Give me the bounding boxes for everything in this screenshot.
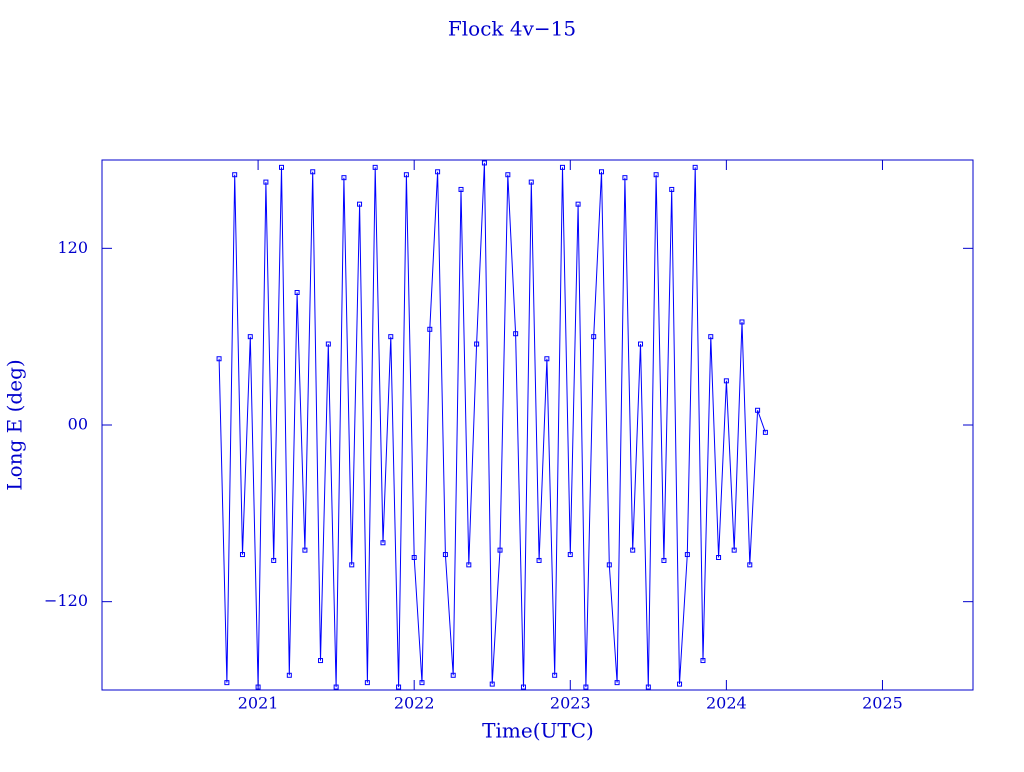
data-point bbox=[731, 547, 737, 553]
data-point bbox=[497, 547, 503, 553]
y-tick-label: 120 bbox=[57, 238, 88, 257]
data-point bbox=[762, 429, 768, 435]
data-point bbox=[684, 552, 690, 558]
data-point bbox=[700, 658, 706, 664]
x-tick-label: 2025 bbox=[862, 694, 903, 713]
y-tick-label: −120 bbox=[44, 591, 88, 610]
data-point bbox=[302, 547, 308, 553]
data-point bbox=[591, 334, 597, 340]
data-point bbox=[645, 684, 651, 690]
chart-title: Flock 4v−15 bbox=[448, 17, 576, 41]
data-point bbox=[622, 175, 628, 181]
data-point bbox=[396, 684, 402, 690]
data-point bbox=[606, 562, 612, 568]
data-point bbox=[450, 672, 456, 678]
data-point bbox=[458, 186, 464, 192]
data-point bbox=[232, 172, 238, 178]
data-point bbox=[388, 334, 394, 340]
data-point bbox=[364, 680, 370, 686]
data-point bbox=[677, 681, 683, 687]
data-point bbox=[427, 326, 433, 332]
x-tick-label: 2021 bbox=[238, 694, 279, 713]
data-line bbox=[218, 162, 766, 688]
data-point bbox=[638, 341, 644, 347]
data-point bbox=[520, 684, 526, 690]
x-tick-label: 2023 bbox=[550, 694, 591, 713]
data-point bbox=[536, 557, 542, 563]
data-point bbox=[505, 172, 511, 178]
x-tick-label: 2024 bbox=[706, 694, 747, 713]
plot-frame bbox=[101, 159, 974, 691]
data-point bbox=[216, 356, 222, 362]
data-point bbox=[318, 658, 324, 664]
data-point bbox=[286, 672, 292, 678]
data-point bbox=[224, 680, 230, 686]
data-point bbox=[747, 562, 753, 568]
data-point bbox=[630, 547, 636, 553]
data-point bbox=[716, 555, 722, 560]
data-point bbox=[310, 169, 316, 175]
data-point bbox=[442, 552, 448, 558]
x-tick-label: 2022 bbox=[394, 694, 435, 713]
data-point bbox=[325, 341, 331, 347]
data-point bbox=[489, 681, 495, 687]
data-point bbox=[333, 684, 339, 690]
x-axis-label: Time(UTC) bbox=[482, 719, 594, 743]
data-point bbox=[279, 164, 285, 170]
data-point bbox=[723, 378, 729, 384]
data-point bbox=[263, 179, 269, 185]
data-point bbox=[271, 557, 277, 563]
data-point bbox=[411, 555, 417, 560]
data-point bbox=[755, 407, 761, 413]
data-point bbox=[552, 672, 558, 678]
data-point bbox=[419, 680, 425, 686]
data-point bbox=[435, 169, 441, 175]
data-point bbox=[349, 562, 355, 568]
data-point bbox=[528, 179, 534, 185]
data-point bbox=[544, 356, 550, 362]
data-point bbox=[357, 201, 363, 207]
data-point bbox=[614, 680, 620, 686]
data-point bbox=[653, 172, 659, 178]
data-point bbox=[567, 552, 573, 558]
data-point bbox=[575, 201, 581, 207]
data-point bbox=[583, 684, 589, 690]
data-point bbox=[598, 169, 604, 175]
data-point bbox=[559, 164, 565, 170]
data-point bbox=[481, 160, 487, 166]
data-point bbox=[466, 562, 472, 568]
data-point bbox=[372, 164, 378, 170]
data-point bbox=[661, 557, 667, 563]
data-point bbox=[669, 186, 675, 192]
data-point bbox=[239, 552, 245, 558]
data-point bbox=[380, 540, 386, 546]
data-point bbox=[403, 172, 409, 178]
data-point bbox=[513, 331, 519, 337]
y-axis-label: Long E (deg) bbox=[3, 359, 27, 490]
data-point bbox=[739, 319, 745, 325]
data-point bbox=[294, 290, 300, 295]
data-point bbox=[692, 164, 698, 170]
data-point bbox=[474, 341, 480, 347]
y-tick-label: 00 bbox=[68, 415, 88, 434]
data-point bbox=[708, 334, 714, 340]
data-point bbox=[247, 334, 253, 340]
data-point bbox=[341, 175, 347, 181]
